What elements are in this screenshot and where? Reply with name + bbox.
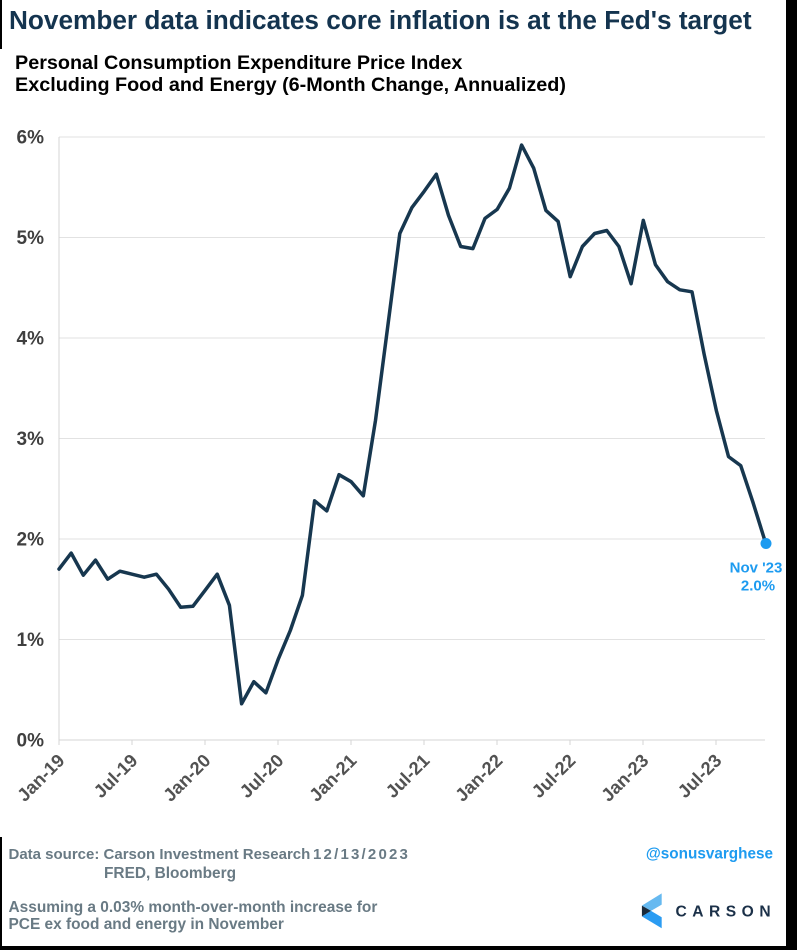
svg-text:Jan-21: Jan-21 <box>305 750 361 806</box>
svg-text:5%: 5% <box>17 228 45 249</box>
svg-text:Jul-20: Jul-20 <box>235 750 287 802</box>
svg-text:Jan-22: Jan-22 <box>451 750 507 806</box>
svg-text:4%: 4% <box>17 329 45 350</box>
svg-text:0%: 0% <box>17 731 45 752</box>
svg-text:2.0%: 2.0% <box>741 578 775 595</box>
svg-text:Jul-21: Jul-21 <box>381 750 433 802</box>
svg-text:Jan-19: Jan-19 <box>13 750 69 806</box>
svg-text:Nov '23: Nov '23 <box>730 560 783 577</box>
svg-text:3%: 3% <box>17 429 45 450</box>
svg-text:PCE ex food and energy in Nove: PCE ex food and energy in November <box>9 916 284 933</box>
svg-text:Jan-23: Jan-23 <box>597 750 653 806</box>
svg-text:2%: 2% <box>17 530 45 551</box>
svg-text:Jul-22: Jul-22 <box>527 750 579 802</box>
svg-text:Jul-23: Jul-23 <box>673 750 725 802</box>
svg-text:@sonusvarghese: @sonusvarghese <box>646 846 773 863</box>
svg-text:Jan-20: Jan-20 <box>159 750 215 806</box>
svg-text:6%: 6% <box>17 128 45 149</box>
svg-text:Jul-19: Jul-19 <box>89 750 141 802</box>
svg-text:FRED, Bloomberg: FRED, Bloomberg <box>104 865 236 882</box>
svg-text:Assuming a 0.03% month-over-mo: Assuming a 0.03% month-over-month increa… <box>9 899 378 916</box>
svg-text:12/13/2023: 12/13/2023 <box>313 846 410 863</box>
svg-text:1%: 1% <box>17 630 45 651</box>
svg-text:Data source: Carson Investment: Data source: Carson Investment Research <box>9 846 311 863</box>
svg-text:CARSON: CARSON <box>676 904 777 921</box>
